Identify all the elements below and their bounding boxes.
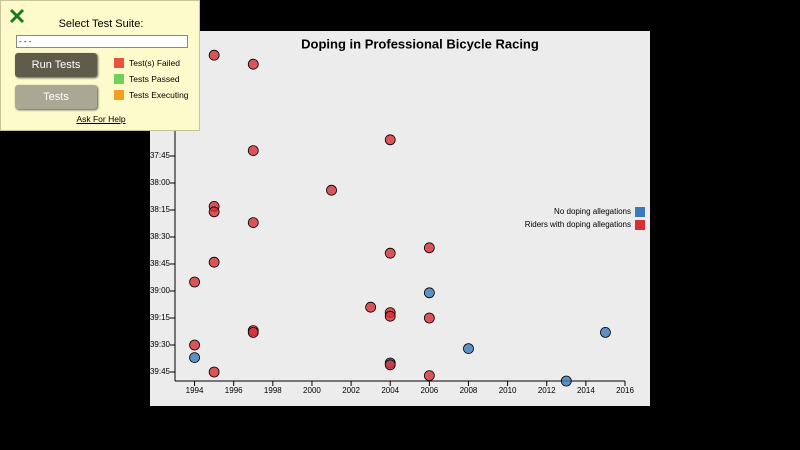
- x-tick-label: 2010: [499, 386, 517, 395]
- x-tick-label: 2016: [616, 386, 634, 395]
- chart-title: Doping in Professional Bicycle Racing: [301, 36, 539, 51]
- data-point: [463, 343, 474, 355]
- legend-label: Tests Executing: [129, 90, 189, 100]
- help-link[interactable]: Ask For Help: [76, 114, 126, 124]
- x-tick-label: 2012: [538, 386, 556, 395]
- data-point: [208, 256, 220, 268]
- data-point: [384, 134, 396, 146]
- tests-button[interactable]: Tests: [15, 85, 97, 109]
- data-point: [384, 247, 396, 259]
- data-point: [208, 49, 220, 61]
- data-point: [247, 58, 259, 70]
- x-tick-label: 1994: [186, 386, 204, 395]
- y-tick-label: 38:45: [150, 259, 171, 268]
- data-point: [189, 352, 200, 364]
- y-tick-label: 39:15: [150, 313, 171, 322]
- data-point: [423, 287, 435, 299]
- legend-label: Test(s) Failed: [129, 58, 181, 68]
- legend-label: Tests Passed: [129, 74, 180, 84]
- data-point: [423, 370, 435, 382]
- x-tick-label: 2008: [460, 386, 478, 395]
- y-tick-label: 38:00: [150, 178, 171, 187]
- legend-swatch: [635, 220, 645, 230]
- close-icon[interactable]: [9, 8, 25, 24]
- data-point: [326, 184, 337, 196]
- data-point: [189, 339, 200, 351]
- data-point: [384, 310, 396, 322]
- x-tick-label: 1996: [225, 386, 243, 395]
- x-tick-label: 1998: [264, 386, 282, 395]
- legend-swatch: [114, 74, 124, 84]
- y-tick-label: 39:00: [150, 286, 171, 295]
- legend-swatch: [635, 207, 645, 217]
- legend-label: No doping allegations: [554, 207, 631, 216]
- suite-select[interactable]: - - -: [16, 35, 188, 48]
- data-point: [208, 366, 220, 378]
- x-tick-label: 2002: [342, 386, 360, 395]
- data-point: [384, 359, 396, 371]
- data-point: [247, 326, 259, 338]
- data-point: [600, 326, 611, 338]
- data-point: [423, 242, 435, 254]
- run-button[interactable]: Run Tests: [15, 53, 97, 77]
- data-point: [208, 206, 220, 218]
- y-tick-label: 38:15: [150, 205, 171, 214]
- y-tick-label: 37:45: [150, 151, 171, 160]
- data-point: [247, 145, 259, 157]
- data-point: [189, 276, 200, 288]
- x-tick-label: 2014: [577, 386, 595, 395]
- x-tick-label: 2006: [420, 386, 438, 395]
- test-panel: Select Test Suite: - - - Run Tests Tests…: [0, 0, 200, 131]
- data-point: [560, 375, 572, 387]
- y-tick-label: 39:45: [150, 367, 171, 376]
- y-tick-label: 38:30: [150, 232, 171, 241]
- data-point: [423, 312, 435, 324]
- x-tick-label: 2004: [381, 386, 399, 395]
- legend-swatch: [114, 58, 124, 68]
- legend-swatch: [114, 90, 124, 100]
- y-tick-label: 39:30: [150, 340, 171, 349]
- x-tick-label: 2000: [303, 386, 321, 395]
- heading: Select Test Suite:: [58, 18, 144, 30]
- chart-background: [150, 31, 650, 406]
- data-point: [247, 217, 259, 229]
- data-point: [365, 301, 377, 313]
- legend-label: Riders with doping allegations: [525, 220, 631, 229]
